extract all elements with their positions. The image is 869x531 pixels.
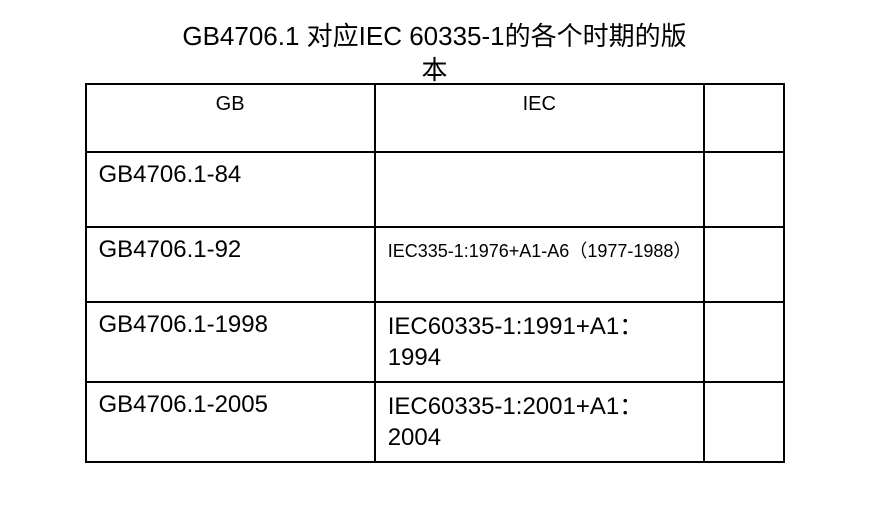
cell-empty <box>704 382 784 462</box>
cell-iec <box>375 152 704 227</box>
title-line-2: 本 <box>421 55 447 85</box>
cell-empty <box>704 152 784 227</box>
header-iec: IEC <box>375 84 704 152</box>
standards-table: GB IEC GB4706.1-84 GB4706.1-92 IEC335-1:… <box>85 83 785 464</box>
table-row: GB4706.1-84 <box>86 152 784 227</box>
cell-gb: GB4706.1-92 <box>86 227 375 302</box>
cell-gb: GB4706.1-1998 <box>86 302 375 382</box>
table-row: GB4706.1-1998 IEC60335-1:1991+A1：1994 <box>86 302 784 382</box>
cell-iec: IEC60335-1:1991+A1：1994 <box>375 302 704 382</box>
cell-empty <box>704 302 784 382</box>
table-row: GB4706.1-92 IEC335-1:1976+A1-A6（1977-198… <box>86 227 784 302</box>
cell-iec: IEC60335-1:2001+A1：2004 <box>375 382 704 462</box>
header-empty <box>704 84 784 152</box>
page-title: GB4706.1 对应IEC 60335-1的各个时期的版 本 <box>60 20 809 88</box>
table-container: GB IEC GB4706.1-84 GB4706.1-92 IEC335-1:… <box>60 83 809 464</box>
cell-empty <box>704 227 784 302</box>
cell-iec: IEC335-1:1976+A1-A6（1977-1988） <box>375 227 704 302</box>
cell-gb: GB4706.1-84 <box>86 152 375 227</box>
table-row: GB4706.1-2005 IEC60335-1:2001+A1：2004 <box>86 382 784 462</box>
header-gb: GB <box>86 84 375 152</box>
title-line-1: GB4706.1 对应IEC 60335-1的各个时期的版 <box>182 21 686 51</box>
table-header-row: GB IEC <box>86 84 784 152</box>
table-body: GB4706.1-84 GB4706.1-92 IEC335-1:1976+A1… <box>86 152 784 463</box>
cell-gb: GB4706.1-2005 <box>86 382 375 462</box>
